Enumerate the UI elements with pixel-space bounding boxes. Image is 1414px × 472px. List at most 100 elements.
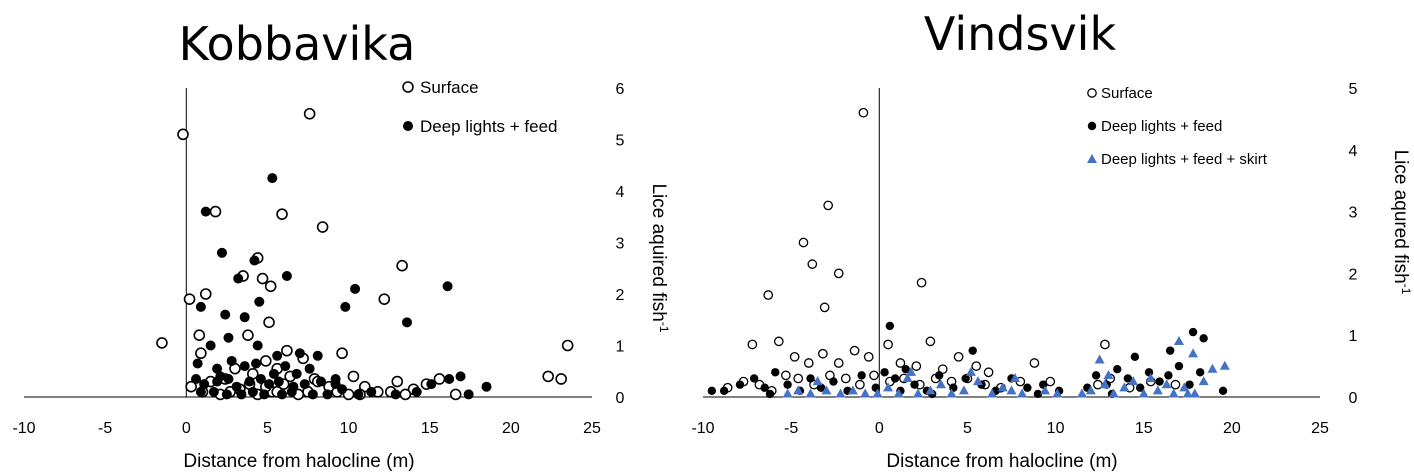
legend-label-deep-lights-feed: Deep lights + feed [420,117,558,136]
x-tick-label: 20 [502,420,520,437]
data-point-surface [542,370,554,383]
data-point-deep-lights-feed-skirt [1188,348,1199,358]
data-point-deep-lights-feed [268,368,279,379]
legend-label-deep-lights-feed: Deep lights + feed [1101,118,1222,135]
data-point-surface [1100,339,1110,350]
data-point-deep-lights-feed [935,371,944,380]
data-point-surface [209,205,222,218]
data-point-surface [798,237,809,248]
data-point-deep-lights-feed-skirt [835,388,846,398]
data-point-deep-lights-feed-skirt [1128,376,1139,386]
x-tick-label: -10 [691,420,714,437]
x-tick-label: -5 [784,420,798,437]
data-point-deep-lights-feed [215,371,226,382]
x-axis-label: Distance from halocline (m) [183,451,414,472]
data-point-deep-lights-feed-skirt [1039,385,1050,395]
data-point-deep-lights-feed [481,381,492,392]
legend-marker-deep-lights-feed-skirt [1087,154,1097,163]
data-point-surface [823,200,834,211]
y-tick-label: 5 [1349,81,1358,98]
y-tick-label: 1 [616,339,625,356]
y-tick-label: 6 [616,81,625,98]
data-point-surface [264,280,277,293]
data-point-deep-lights-feed [1033,389,1043,399]
data-point-surface [347,370,360,383]
data-point-deep-lights-feed [806,374,815,383]
data-point-deep-lights-feed [192,358,203,369]
data-point-deep-lights-feed-skirt [935,379,946,389]
data-point-deep-lights-feed [1023,383,1032,392]
data-point-surface [840,373,851,384]
data-point-surface [183,293,196,305]
data-point-deep-lights-feed [1165,346,1175,355]
data-point-surface [833,358,844,368]
x-tick-label: 0 [182,420,191,437]
data-point-deep-lights-feed [251,358,262,369]
y-tick-label: 2 [1349,266,1358,283]
data-point-deep-lights-feed [1199,334,1208,343]
x-tick-label: 15 [421,420,439,437]
x-tick-label: 25 [583,420,601,437]
data-point-surface [895,358,906,368]
data-point-surface [561,339,574,352]
data-point-deep-lights-feed [783,380,792,389]
data-point-deep-lights-feed-skirt [925,385,936,395]
data-point-deep-lights-feed [968,346,977,355]
data-point-deep-lights-feed-skirt [987,388,998,398]
data-point-deep-lights-feed [259,389,270,400]
data-point-surface [260,355,272,367]
data-point-deep-lights-feed-skirt [913,388,924,398]
data-point-deep-lights-feed [1185,380,1194,389]
data-point-deep-lights-feed-skirt [997,382,1008,392]
data-point-surface [256,272,269,285]
data-point-deep-lights-feed [1091,371,1101,380]
data-point-deep-lights-feed [1155,377,1164,386]
data-point-deep-lights-feed [239,361,250,372]
data-point-deep-lights-feed [286,386,297,397]
data-point-surface [883,339,893,350]
x-tick-label: 5 [963,420,972,437]
data-point-deep-lights-feed [280,361,291,372]
data-point-surface [399,388,412,401]
data-point-deep-lights-feed [890,374,900,383]
data-point-deep-lights-feed [426,379,437,390]
legend-marker-surface [402,81,414,93]
data-point-deep-lights-feed-skirt [1189,388,1200,398]
data-point-surface [869,370,879,381]
data-point-deep-lights-feed-skirt [872,388,883,398]
data-point-deep-lights-feed [277,389,288,400]
data-point-deep-lights-feed [221,389,232,400]
data-point-deep-lights-feed [353,389,364,400]
data-point-deep-lights-feed-skirt [1168,388,1179,398]
y-tick-label: 3 [1349,205,1358,222]
data-point-deep-lights-feed-skirt [906,366,917,376]
data-point-deep-lights-feed [307,389,318,400]
data-point-deep-lights-feed [330,373,341,384]
legend: Surface Deep lights + feed Deep lights +… [1087,85,1268,168]
x-tick-label: 0 [875,420,884,437]
data-point-surface [303,107,316,120]
data-point-deep-lights-feed [816,383,826,392]
data-point-deep-lights-feed [1135,383,1145,392]
data-point-deep-lights-feed-skirt [1173,335,1184,345]
data-point-surface [911,361,922,371]
data-point-deep-lights-feed [199,379,210,390]
y-axis-label-main: Lice aqured fish [1390,150,1411,284]
data-point-deep-lights-feed [885,321,895,331]
legend: Surface Deep lights + feed [402,78,558,136]
y-tick-label: 0 [616,390,625,407]
data-point-deep-lights-feed [390,389,401,400]
data-point-surface [807,259,818,269]
y-tick-label: 1 [1349,328,1358,345]
data-point-deep-lights-feed [231,381,242,392]
x-axis-label: Distance from halocline (m) [886,451,1117,472]
data-point-surface [242,329,254,342]
data-point-surface [199,288,212,300]
data-points [707,107,1230,399]
data-point-deep-lights-feed-skirt [847,385,858,395]
data-point-deep-lights-feed [255,373,266,384]
data-point-deep-lights-feed [273,376,284,387]
data-point-deep-lights-feed [272,350,283,361]
y-tick-label: 5 [616,133,625,150]
